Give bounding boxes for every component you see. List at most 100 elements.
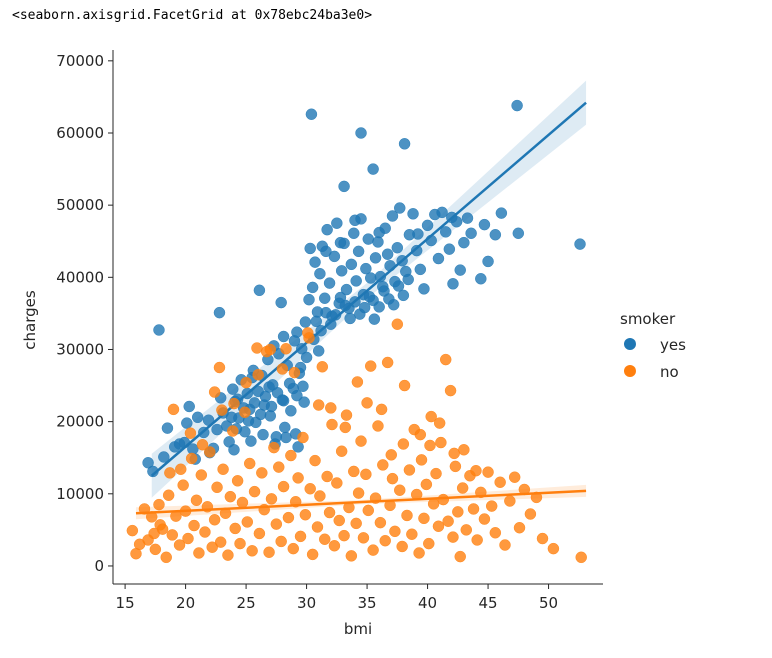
series-no <box>126 318 587 564</box>
point-no <box>208 386 221 398</box>
point-yes <box>142 457 154 469</box>
point-yes <box>300 351 313 364</box>
point-no <box>361 397 373 409</box>
point-yes <box>211 423 223 436</box>
point-no <box>314 490 326 502</box>
point-no <box>437 493 450 506</box>
point-no <box>391 318 404 330</box>
point-yes <box>458 236 470 249</box>
point-no <box>268 441 280 454</box>
point-no <box>263 546 275 558</box>
point-no <box>357 532 370 544</box>
point-yes <box>482 255 494 268</box>
point-no <box>444 384 457 397</box>
point-yes <box>447 278 459 290</box>
point-no <box>182 532 194 545</box>
point-no <box>148 527 160 540</box>
point-no <box>333 514 345 527</box>
point-no <box>425 410 437 423</box>
y-axis-label: charges <box>21 290 39 350</box>
point-yes <box>412 228 424 240</box>
point-no <box>442 515 454 527</box>
point-no <box>297 431 309 444</box>
point-no <box>494 476 506 489</box>
point-no <box>206 541 218 553</box>
point-no <box>339 421 352 434</box>
point-no <box>367 544 379 556</box>
point-no <box>432 520 445 533</box>
point-no <box>321 470 333 483</box>
point-yes <box>352 245 365 258</box>
point-no <box>351 376 364 388</box>
point-no <box>162 489 175 501</box>
point-no <box>228 397 240 410</box>
point-yes <box>461 212 474 224</box>
point-yes <box>397 289 410 302</box>
point-no <box>355 435 367 447</box>
point-no <box>454 550 466 563</box>
point-no <box>448 447 460 460</box>
point-yes <box>334 236 347 249</box>
point-no <box>482 466 494 478</box>
point-no <box>231 475 244 487</box>
x-tick-label: 50 <box>539 594 558 612</box>
point-no <box>381 356 394 369</box>
point-no <box>423 537 435 550</box>
point-no <box>287 542 300 555</box>
point-yes <box>310 315 323 328</box>
point-no <box>241 516 254 528</box>
point-yes <box>318 292 331 304</box>
point-yes <box>291 389 303 402</box>
point-no <box>311 521 324 533</box>
point-yes <box>265 400 278 413</box>
point-no <box>458 444 470 456</box>
point-no <box>251 342 263 354</box>
point-yes <box>349 214 361 227</box>
regression-line-yes <box>150 101 587 477</box>
point-no <box>243 457 256 470</box>
point-no <box>456 482 469 494</box>
point-no <box>240 376 252 389</box>
point-yes <box>254 408 267 421</box>
point-no <box>433 417 446 429</box>
point-yes <box>398 138 411 150</box>
point-no <box>185 452 198 465</box>
y-tick-label: 20000 <box>56 413 104 431</box>
point-yes <box>331 217 343 229</box>
point-no <box>195 469 208 481</box>
point-yes <box>292 441 304 453</box>
point-no <box>288 366 301 379</box>
point-no <box>396 540 408 553</box>
point-no <box>504 495 516 507</box>
point-no <box>379 534 391 547</box>
point-yes <box>495 207 508 219</box>
point-no <box>420 478 433 491</box>
point-no <box>160 551 172 564</box>
point-no <box>270 518 283 530</box>
y-tick-label: 0 <box>94 557 104 575</box>
point-yes <box>475 273 487 285</box>
point-no <box>246 545 258 557</box>
point-no <box>224 490 237 503</box>
point-yes <box>325 318 337 330</box>
point-no <box>389 525 401 538</box>
point-no <box>435 436 447 449</box>
point-no <box>536 532 549 545</box>
point-no <box>276 363 289 375</box>
point-yes <box>329 309 342 321</box>
point-yes <box>410 244 423 257</box>
x-tick-label: 20 <box>176 594 195 612</box>
point-no <box>386 472 399 485</box>
point-no <box>398 379 411 392</box>
legend-label-no: no <box>660 363 679 381</box>
point-yes <box>312 345 325 357</box>
point-yes <box>454 264 466 276</box>
point-yes <box>358 301 371 314</box>
point-no <box>467 503 480 515</box>
x-tick-label: 35 <box>358 594 377 612</box>
point-yes <box>392 280 405 292</box>
point-no <box>547 542 560 555</box>
point-no <box>385 449 398 461</box>
point-no <box>449 460 462 473</box>
